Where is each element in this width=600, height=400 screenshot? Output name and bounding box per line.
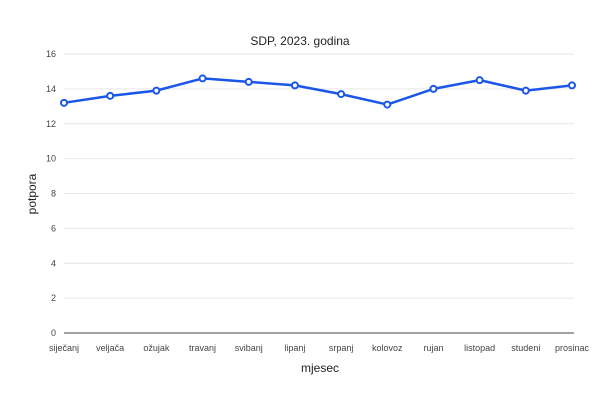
y-tick-label: 2 <box>51 293 56 303</box>
x-axis-ticks: siječanj veljača ožujak travanj svibanj lipan… <box>49 343 590 353</box>
data-point <box>383 100 392 109</box>
data-point <box>198 74 207 83</box>
data-point <box>429 84 438 93</box>
y-axis-ticks: 0 2 4 6 8 10 12 14 16 <box>46 49 56 338</box>
gridlines <box>64 53 574 334</box>
x-tick-label: svibanj <box>235 343 263 353</box>
data-point <box>475 76 484 85</box>
data-point <box>337 90 346 99</box>
data-point <box>521 86 530 95</box>
y-tick-label: 4 <box>51 258 56 268</box>
y-tick-label: 12 <box>46 119 56 129</box>
x-tick-label: ožujak <box>143 343 170 353</box>
chart-title: SDP, 2023. godina <box>250 34 350 48</box>
data-point <box>60 98 68 107</box>
data-point <box>568 81 576 90</box>
data-point <box>152 86 161 95</box>
y-tick-label: 10 <box>46 154 56 164</box>
series-line <box>62 77 574 106</box>
y-tick-label: 6 <box>51 223 56 233</box>
data-point <box>244 77 253 86</box>
x-tick-label: lipanj <box>284 343 305 353</box>
series-layer <box>60 74 576 109</box>
x-tick-label: rujan <box>423 343 443 353</box>
x-axis-label: mjesec <box>301 361 339 375</box>
y-tick-label: 16 <box>46 49 56 59</box>
x-tick-label: srpanj <box>329 343 354 353</box>
data-point <box>106 91 115 100</box>
y-axis-label: potpora <box>25 173 39 214</box>
x-tick-label: siječanj <box>49 343 79 353</box>
x-tick-label: kolovoz <box>372 343 403 353</box>
y-tick-label: 14 <box>46 84 56 94</box>
x-tick-label: listopad <box>464 343 495 353</box>
x-tick-label: travanj <box>189 343 216 353</box>
x-tick-label: studeni <box>511 343 540 353</box>
y-tick-label: 0 <box>51 328 56 338</box>
x-tick-label: veljača <box>96 343 124 353</box>
y-tick-label: 8 <box>51 189 56 199</box>
data-point <box>290 81 299 90</box>
x-tick-label: prosinac <box>555 343 590 353</box>
